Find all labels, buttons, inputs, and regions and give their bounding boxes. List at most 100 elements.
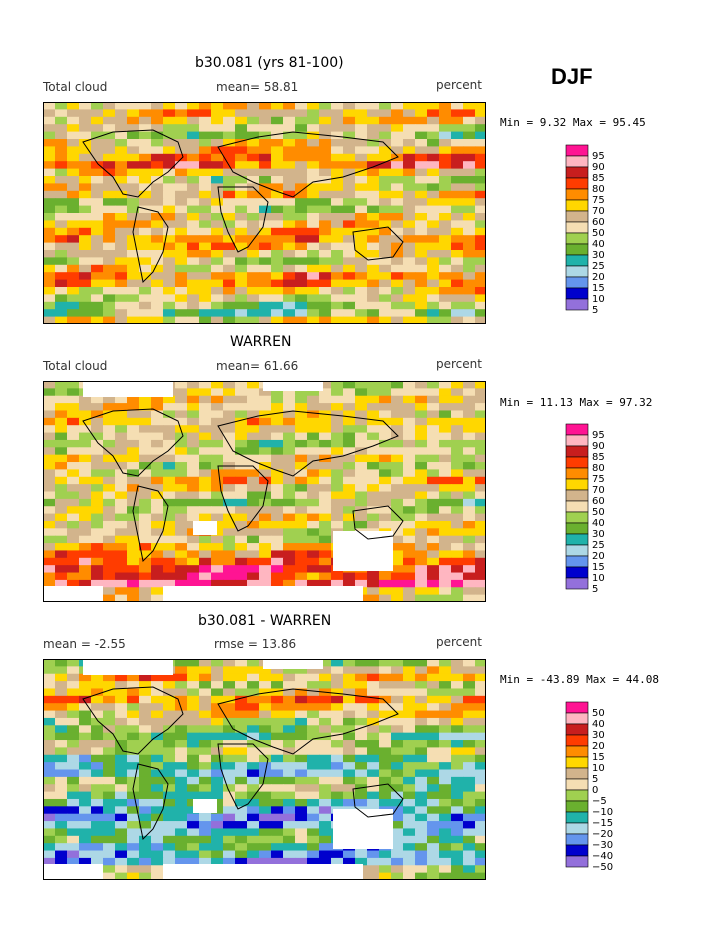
map-cell xyxy=(355,769,368,778)
map-cell xyxy=(91,235,104,244)
map-cell xyxy=(427,395,440,404)
map-cell xyxy=(475,587,486,596)
map-cell xyxy=(403,439,416,448)
map-cell xyxy=(259,835,272,844)
map-cell xyxy=(103,491,116,500)
map-cell xyxy=(463,176,476,184)
map-cell xyxy=(199,139,212,147)
map-cell xyxy=(283,462,296,470)
map-cell xyxy=(67,447,80,456)
map-cell xyxy=(307,454,320,463)
map-cell xyxy=(139,131,152,140)
map-cell xyxy=(139,264,152,273)
map-cell xyxy=(331,109,344,118)
map-cell xyxy=(43,124,56,133)
map-cell xyxy=(79,102,92,110)
map-cell xyxy=(55,227,68,236)
map-cell xyxy=(67,857,80,866)
map-cell xyxy=(55,205,68,214)
map-cell xyxy=(223,469,236,478)
map-cell xyxy=(283,784,296,793)
map-cell xyxy=(451,168,464,177)
map-cell xyxy=(211,205,224,214)
map-cell xyxy=(415,153,428,162)
map-cell xyxy=(451,498,464,507)
map-cell xyxy=(307,257,320,266)
map-cell xyxy=(151,316,164,324)
map-cell xyxy=(163,213,176,221)
map-cell xyxy=(439,139,452,147)
map-cell xyxy=(271,287,284,295)
map-cell xyxy=(43,754,56,763)
map-cell xyxy=(331,572,344,581)
map-cell xyxy=(415,116,428,125)
map-cell xyxy=(307,740,320,748)
map-cell xyxy=(91,769,104,778)
map-cell xyxy=(415,176,428,184)
map-cell xyxy=(319,821,332,829)
map-cell xyxy=(271,695,284,704)
map-cell xyxy=(67,124,80,133)
map-cell xyxy=(163,316,176,324)
map-cell xyxy=(43,146,56,155)
map-cell xyxy=(175,227,188,236)
map-cell xyxy=(319,116,332,125)
map-cell xyxy=(343,190,356,199)
map-cell xyxy=(451,572,464,581)
map-cell xyxy=(187,462,200,470)
coastline xyxy=(217,465,269,532)
colorbar-swatch xyxy=(565,855,589,868)
map-cell xyxy=(451,491,464,500)
map-cell xyxy=(139,732,152,741)
map-cell xyxy=(175,754,188,763)
map-cell xyxy=(427,784,440,793)
map-cell xyxy=(247,161,260,170)
map-cell xyxy=(331,579,344,588)
map-cell xyxy=(67,454,80,463)
map-cell xyxy=(187,784,200,793)
map-cell xyxy=(439,843,452,852)
map-cell xyxy=(79,439,92,448)
map-cell xyxy=(91,161,104,170)
map-cell xyxy=(367,740,380,748)
map-cell xyxy=(439,821,452,829)
map-cell xyxy=(439,257,452,266)
map-cell xyxy=(199,550,212,559)
map-cell xyxy=(187,395,200,404)
map-cell xyxy=(175,309,188,318)
map-cell xyxy=(223,747,236,756)
map-cell xyxy=(211,250,224,258)
map-cell xyxy=(43,462,56,470)
map-cell xyxy=(247,425,260,434)
map-cell xyxy=(79,535,92,544)
map-cell xyxy=(127,301,140,310)
missing-data-region xyxy=(193,799,217,813)
map-cell xyxy=(103,432,116,441)
map-cell xyxy=(379,161,392,170)
map-cell xyxy=(115,681,128,689)
map-cell xyxy=(139,116,152,125)
map-cell xyxy=(451,732,464,741)
map-cell xyxy=(199,381,212,389)
map-cell xyxy=(79,754,92,763)
map-cell xyxy=(43,316,56,324)
map-cell xyxy=(283,821,296,829)
map-cell xyxy=(355,272,368,281)
map-cell xyxy=(259,857,272,866)
map-cell xyxy=(199,725,212,734)
map-cell xyxy=(403,235,416,244)
map-cell xyxy=(391,725,404,734)
colorbar-swatch xyxy=(565,254,589,267)
map-cell xyxy=(343,754,356,763)
map-cell xyxy=(475,439,486,448)
map-cell xyxy=(115,594,128,602)
map-cell xyxy=(439,572,452,581)
map-cell xyxy=(187,403,200,411)
map-cell xyxy=(451,666,464,675)
map-cell xyxy=(211,316,224,324)
map-cell xyxy=(439,828,452,837)
map-cell xyxy=(295,410,308,419)
map-cell xyxy=(283,565,296,574)
map-cell xyxy=(391,388,404,397)
map-cell xyxy=(175,102,188,110)
